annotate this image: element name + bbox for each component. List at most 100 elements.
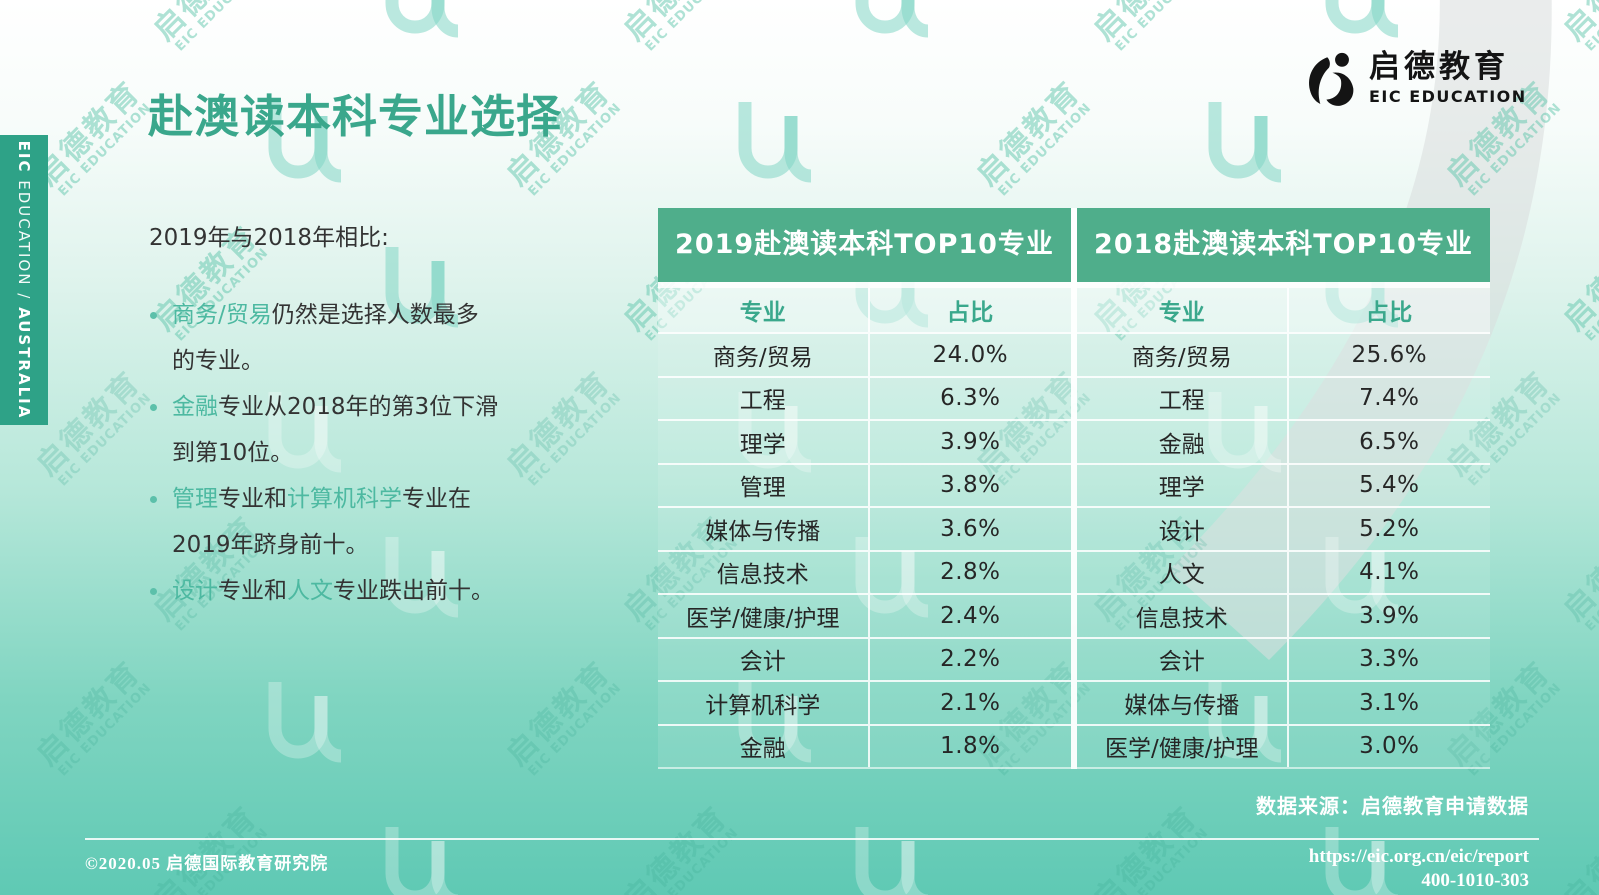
cell-share: 3.1% — [1359, 689, 1420, 716]
watermark-iu-icon — [850, 0, 936, 49]
table-row: 人文 4.1% — [1077, 549, 1490, 593]
table-row: 商务/贸易 25.6% — [1077, 332, 1490, 376]
bullet-dot-icon — [150, 588, 157, 595]
bullet-item: 金融专业从2018年的第3位下滑 到第10位。 — [150, 384, 660, 476]
tables-divider — [1071, 208, 1077, 769]
logo-en: EIC EDUCATION — [1369, 86, 1527, 106]
cell-major: 理学 — [658, 421, 870, 463]
intro-text: 2019年与2018年相比: — [149, 225, 389, 251]
logo-text: 启德教育 EIC EDUCATION — [1369, 50, 1527, 105]
cell-share: 2.1% — [940, 689, 1001, 716]
cell-share: 1.8% — [940, 733, 1001, 760]
cell-share: 2.2% — [940, 646, 1001, 673]
cell-major: 人文 — [1077, 551, 1289, 593]
cell-share: 6.5% — [1359, 428, 1420, 455]
bullet-dot-icon — [150, 496, 157, 503]
bullet-line: 金融专业从2018年的第3位下滑 — [172, 384, 498, 430]
watermark-iu-icon — [380, 0, 466, 49]
cell-share: 2.8% — [940, 559, 1001, 586]
sidebar-label-eic: EIC — [15, 140, 33, 174]
bullet-line: 2019年跻身前十。 — [172, 522, 471, 568]
table-row: 信息技术 2.8% — [658, 549, 1071, 593]
col-header-share: 占比 — [1365, 300, 1413, 326]
bullet-text: 的专业。 — [172, 348, 264, 374]
table-row: 工程 6.3% — [658, 375, 1071, 419]
cell-share: 3.9% — [1359, 602, 1420, 629]
table-body: 商务/贸易 24.0% 工程 6.3% 理学 3.9% 管理 3.8% 媒体与传播 3.6% 信息技… — [658, 332, 1071, 769]
comparison-tables: 2019赴澳读本科TOP10专业 专业 占比 商务/贸易 24.0% 工程 6.3% 理… — [658, 208, 1490, 769]
cell-share: 3.9% — [940, 428, 1001, 455]
cell-share: 25.6% — [1351, 341, 1428, 368]
bullet-item: 商务/贸易仍然是选择人数最多的专业。 — [150, 292, 660, 384]
watermark-iu-icon — [380, 815, 466, 895]
cell-major: 金融 — [658, 725, 870, 767]
cell-share: 5.4% — [1359, 472, 1420, 499]
cell-share: 3.8% — [940, 472, 1001, 499]
table-header-row: 专业 占比 — [658, 288, 1071, 332]
cell-share: 7.4% — [1359, 385, 1420, 412]
table-header-row: 专业 占比 — [1077, 288, 1490, 332]
footer-right: https://eic.org.cn/eic/report 400-1010-3… — [1309, 845, 1529, 893]
watermark-iu-icon — [1320, 0, 1406, 49]
cell-share: 3.0% — [1359, 733, 1420, 760]
cell-major: 媒体与传播 — [658, 508, 870, 550]
table-row: 媒体与传播 3.1% — [1077, 680, 1490, 724]
table-row: 理学 5.4% — [1077, 462, 1490, 506]
watermark-iu-icon — [1203, 90, 1289, 194]
col-header-major: 专业 — [1077, 288, 1289, 332]
cell-major: 理学 — [1077, 464, 1289, 506]
table-row: 设计 5.2% — [1077, 506, 1490, 550]
bullet-highlight: 设计 — [172, 578, 218, 604]
bullet-text: 仍然是选择人数最多 — [271, 302, 479, 328]
footer-divider — [85, 838, 1539, 840]
copyright-text: ©2020.05 启德国际教育研究院 — [85, 854, 329, 873]
table-banner: 2018赴澳读本科TOP10专业 — [1077, 208, 1490, 282]
bullet-text: 2019年跻身前十。 — [172, 532, 369, 558]
table-row: 商务/贸易 24.0% — [658, 332, 1071, 376]
cell-share: 3.3% — [1359, 646, 1420, 673]
sidebar-label: EIC EDUCATION / AUSTRALIA — [15, 141, 33, 420]
cell-major: 管理 — [658, 464, 870, 506]
bullet-line: 设计专业和人文专业跌出前十。 — [172, 568, 494, 614]
data-source-text: 数据来源：启德教育申请数据 — [1256, 794, 1529, 818]
logo-mark-icon — [1309, 52, 1354, 106]
table-row: 会计 3.3% — [1077, 636, 1490, 680]
report-url-link[interactable]: https://eic.org.cn/eic/report — [1308, 846, 1529, 867]
table-row: 金融 6.5% — [1077, 419, 1490, 463]
bullet-highlight: 管理 — [172, 486, 218, 512]
cell-major: 商务/贸易 — [1077, 334, 1289, 376]
watermark-iu-icon — [263, 670, 349, 774]
cell-major: 媒体与传播 — [1077, 682, 1289, 724]
bullet-line: 商务/贸易仍然是选择人数最多 — [172, 292, 479, 338]
bullet-highlight: 计算机科学 — [287, 486, 402, 512]
cell-major: 医学/健康/护理 — [1077, 725, 1289, 767]
table-row: 理学 3.9% — [658, 419, 1071, 463]
sidebar-label-education: EDUCATION / — [15, 173, 33, 308]
table-banner: 2019赴澳读本科TOP10专业 — [658, 208, 1071, 282]
cell-major: 医学/健康/护理 — [658, 595, 870, 637]
cell-major: 信息技术 — [658, 551, 870, 593]
sidebar-tab: EIC EDUCATION / AUSTRALIA — [0, 135, 48, 425]
cell-major: 设计 — [1077, 508, 1289, 550]
bullet-text: 专业从2018年的第3位下滑 — [218, 394, 499, 420]
cell-major: 金融 — [1077, 421, 1289, 463]
bullet-dot-icon — [150, 404, 157, 411]
bullet-text: 专业在 — [402, 486, 471, 512]
bullet-text: 专业跌出前十。 — [333, 578, 494, 604]
bullet-line: 到第10位。 — [172, 430, 498, 476]
table-row: 计算机科学 2.1% — [658, 680, 1071, 724]
sidebar-label-australia: AUSTRALIA — [15, 307, 33, 420]
bullet-highlight: 金融 — [172, 394, 218, 420]
bullet-list: 商务/贸易仍然是选择人数最多 的专业。 金融专业从2018年的第3位下滑 到第10位。… — [150, 292, 660, 614]
phone-number: 400-1010-303 — [1421, 869, 1529, 891]
bullet-text: 专业和 — [218, 578, 287, 604]
